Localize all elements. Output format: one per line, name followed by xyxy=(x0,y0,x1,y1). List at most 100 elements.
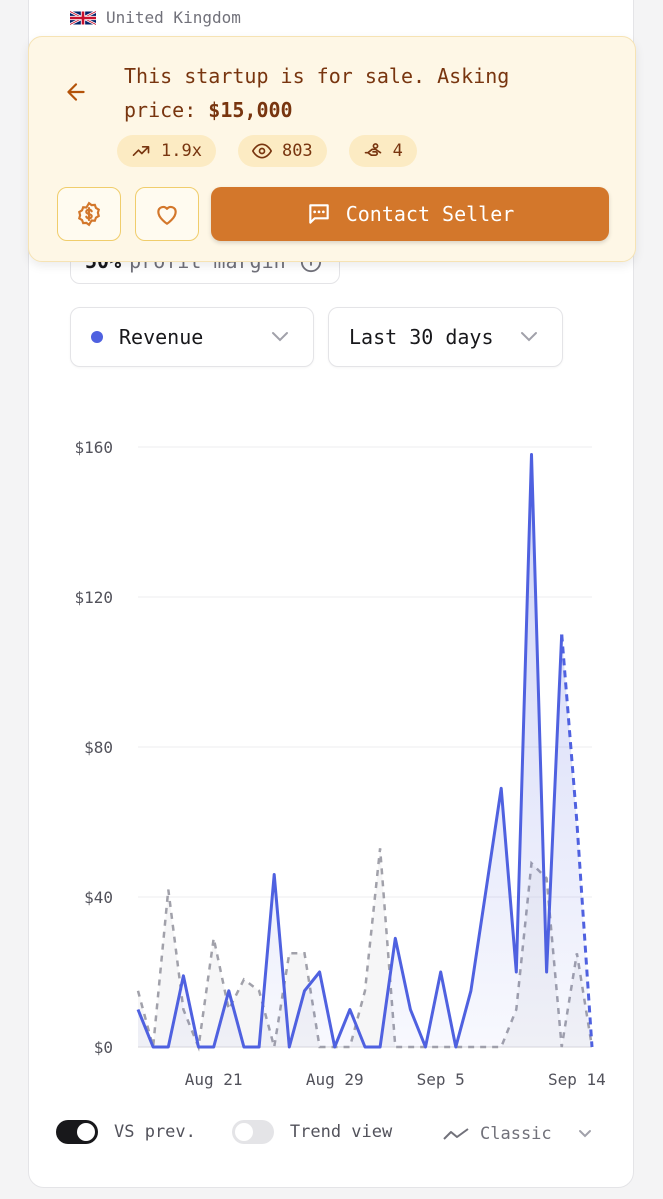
previous-period-point xyxy=(331,1043,339,1051)
revenue-point[interactable] xyxy=(495,782,507,794)
metric-select[interactable]: Revenue xyxy=(70,307,314,367)
uk-flag-icon xyxy=(70,9,96,26)
previous-period-point xyxy=(512,1006,520,1014)
date-range-select[interactable]: Last 30 days xyxy=(328,307,563,367)
contact-seller-label: Contact Seller xyxy=(345,202,515,226)
chevron-down-icon xyxy=(272,332,288,342)
previous-period-point xyxy=(527,859,535,867)
views-value: 803 xyxy=(281,141,313,161)
previous-period-point xyxy=(467,1043,475,1051)
x-tick-label: Sep 5 xyxy=(417,1070,465,1089)
y-tick-label: $40 xyxy=(84,888,113,907)
multiple-value: 1.9x xyxy=(161,141,202,161)
trending-up-icon xyxy=(132,146,150,156)
previous-period-point xyxy=(452,1043,460,1051)
revenue-point[interactable] xyxy=(208,1041,220,1053)
revenue-point[interactable] xyxy=(298,985,310,997)
x-tick-label: Sep 14 xyxy=(548,1070,606,1089)
offers-value: 4 xyxy=(392,141,403,161)
sale-text: This startup is for sale. Asking price: xyxy=(124,64,510,122)
revenue-point[interactable] xyxy=(435,966,447,978)
y-tick-label: $80 xyxy=(84,738,113,757)
revenue-dot-icon xyxy=(91,331,103,343)
previous-period-point xyxy=(179,1006,187,1014)
previous-period-point xyxy=(195,1043,203,1051)
previous-period-point xyxy=(482,1043,490,1051)
listing-stats: 1.9x 803 4 xyxy=(117,135,417,167)
previous-period-point xyxy=(543,874,551,882)
revenue-point[interactable] xyxy=(556,629,568,641)
message-square-icon xyxy=(308,204,329,224)
revenue-point[interactable] xyxy=(465,985,477,997)
revenue-point[interactable] xyxy=(480,884,492,896)
previous-period-point xyxy=(346,1043,354,1051)
previous-period-point xyxy=(437,1043,445,1051)
heart-icon xyxy=(157,205,177,225)
revenue-point[interactable] xyxy=(389,932,401,944)
x-tick-label: Aug 29 xyxy=(306,1070,364,1089)
chevron-down-icon xyxy=(521,332,537,342)
previous-period-point xyxy=(588,1043,596,1051)
previous-period-point xyxy=(300,949,308,957)
y-tick-label: $0 xyxy=(94,1038,113,1057)
revenue-point[interactable] xyxy=(404,1004,416,1016)
revenue-point[interactable] xyxy=(238,1041,250,1053)
previous-period-point xyxy=(316,1043,324,1051)
offer-hand-icon xyxy=(364,143,382,156)
chart-style-select[interactable]: Classic xyxy=(442,1124,592,1144)
for-sale-banner: This startup is for sale. Asking price: … xyxy=(28,36,636,262)
revenue-point[interactable] xyxy=(162,1041,174,1053)
multiple-stat: 1.9x xyxy=(117,135,216,167)
dollar-badge-icon xyxy=(77,201,101,227)
revenue-line xyxy=(136,453,564,1049)
metric-value: Revenue xyxy=(119,325,204,349)
views-stat: 803 xyxy=(237,135,327,167)
revenue-point[interactable] xyxy=(344,1004,356,1016)
previous-period-point xyxy=(164,886,172,894)
revenue-point[interactable] xyxy=(525,449,537,461)
sale-message: This startup is for sale. Asking price: … xyxy=(124,59,544,127)
revenue-point[interactable] xyxy=(571,816,583,828)
chart-controls: VS prev. Trend view xyxy=(56,1120,392,1144)
revenue-point[interactable] xyxy=(132,1004,144,1016)
previous-period-point xyxy=(406,1043,414,1051)
previous-period-point xyxy=(134,987,142,995)
arrow-left-icon[interactable] xyxy=(63,79,89,105)
previous-period-point xyxy=(422,1043,430,1051)
favorite-button[interactable] xyxy=(135,187,199,241)
contact-seller-button[interactable]: Contact Seller xyxy=(211,187,609,241)
chart-style-value: Classic xyxy=(480,1124,552,1144)
vs-prev-label: VS prev. xyxy=(114,1122,196,1142)
x-tick-label: Aug 21 xyxy=(185,1070,243,1089)
make-offer-button[interactable] xyxy=(57,187,121,241)
country-name: United Kingdom xyxy=(106,8,241,27)
revenue-point[interactable] xyxy=(253,1041,265,1053)
y-tick-label: $160 xyxy=(74,438,113,457)
trend-view-label: Trend view xyxy=(289,1122,393,1142)
previous-period-point xyxy=(361,987,369,995)
revenue-point[interactable] xyxy=(314,966,326,978)
vs-prev-toggle[interactable] xyxy=(56,1120,98,1144)
chevron-down-icon xyxy=(578,1130,591,1138)
line-style-icon xyxy=(443,1128,469,1140)
revenue-point[interactable] xyxy=(359,1041,371,1053)
revenue-point[interactable] xyxy=(223,985,235,997)
revenue-point[interactable] xyxy=(510,966,522,978)
trend-view-toggle[interactable] xyxy=(231,1120,274,1144)
revenue-point[interactable] xyxy=(283,1041,295,1053)
y-tick-label: $120 xyxy=(74,588,113,607)
previous-period-point xyxy=(285,949,293,957)
asking-price: $15,000 xyxy=(208,98,293,122)
previous-period-point xyxy=(391,1043,399,1051)
revenue-point[interactable] xyxy=(374,1041,386,1053)
revenue-point[interactable] xyxy=(177,970,189,982)
revenue-point[interactable] xyxy=(268,869,280,881)
previous-period-point xyxy=(270,1043,278,1051)
country-label: United Kingdom xyxy=(70,8,241,27)
previous-period-point xyxy=(149,1043,157,1051)
revenue-partial-segment xyxy=(560,634,594,1048)
previous-period-point xyxy=(376,844,384,852)
previous-period-point xyxy=(225,1006,233,1014)
revenue-point[interactable] xyxy=(541,966,553,978)
